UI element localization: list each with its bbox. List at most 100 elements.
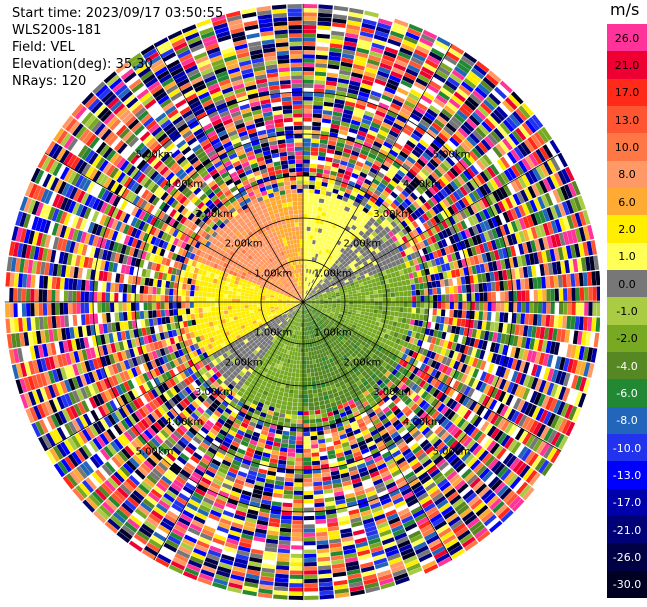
velocity-bin [379, 322, 384, 328]
velocity-bin [456, 372, 464, 382]
velocity-bin [296, 360, 300, 365]
velocity-bin [366, 62, 379, 70]
velocity-bin [287, 456, 295, 462]
velocity-bin [368, 444, 378, 452]
velocity-bin [326, 336, 330, 341]
velocity-bin [364, 581, 379, 590]
velocity-bin [256, 519, 269, 526]
velocity-bin [248, 443, 257, 450]
velocity-bin [466, 118, 478, 129]
velocity-bin [451, 548, 466, 560]
velocity-bin [394, 118, 405, 127]
velocity-bin [397, 87, 409, 96]
velocity-bin [408, 357, 416, 365]
velocity-bin [466, 293, 471, 302]
velocity-bin [300, 344, 303, 348]
velocity-bin [320, 275, 324, 280]
velocity-bin [418, 399, 427, 409]
velocity-bin [353, 344, 359, 350]
velocity-bin [390, 306, 396, 312]
velocity-bin [587, 271, 593, 286]
velocity-bin [560, 260, 566, 274]
velocity-bin [345, 188, 352, 195]
velocity-bin [293, 343, 297, 348]
velocity-bin [419, 283, 424, 290]
velocity-bin [387, 168, 397, 176]
velocity-bin [464, 99, 477, 111]
velocity-bin [511, 358, 518, 370]
velocity-bin [460, 141, 471, 153]
velocity-bin [481, 340, 488, 351]
velocity-bin [310, 288, 314, 293]
velocity-bin [332, 478, 342, 485]
velocity-bin [370, 121, 381, 129]
velocity-bin [350, 240, 356, 246]
velocity-bin [444, 420, 453, 431]
velocity-bin [270, 454, 279, 460]
velocity-bin [375, 74, 388, 83]
velocity-bin [409, 391, 418, 400]
velocity-bin [382, 90, 395, 99]
velocity-bin [368, 336, 374, 342]
velocity-bin [402, 75, 415, 85]
velocity-bin [400, 323, 406, 329]
velocity-bin [269, 517, 281, 524]
velocity-bin [456, 418, 466, 429]
velocity-bin [583, 362, 591, 377]
velocity-bin [444, 450, 455, 461]
velocity-bin [431, 281, 437, 288]
velocity-bin [328, 454, 337, 460]
velocity-bin [329, 546, 343, 553]
velocity-bin [327, 293, 332, 296]
velocity-bin [317, 366, 322, 372]
velocity-bin [529, 199, 538, 213]
velocity-bin [438, 527, 452, 538]
velocity-bin [436, 191, 446, 201]
velocity-bin [396, 252, 403, 259]
velocity-bin [449, 333, 455, 342]
velocity-bin [489, 178, 499, 190]
velocity-bin [361, 429, 370, 436]
velocity-bin [238, 541, 252, 549]
velocity-bin [510, 441, 522, 455]
velocity-bin [311, 298, 315, 300]
velocity-bin [265, 440, 274, 446]
velocity-bin [339, 258, 345, 264]
velocity-bin [433, 353, 440, 362]
velocity-bin [483, 231, 491, 242]
velocity-bin [400, 178, 410, 187]
velocity-bin [345, 357, 351, 363]
velocity-bin [360, 288, 365, 293]
velocity-bin [311, 311, 315, 315]
velocity-bin [274, 582, 289, 587]
velocity-bin [323, 395, 329, 401]
velocity-bin [345, 351, 351, 358]
velocity-bin [315, 58, 328, 64]
velocity-bin [307, 269, 310, 274]
velocity-bin [518, 324, 525, 336]
velocity-bin [304, 562, 317, 567]
velocity-bin [311, 380, 317, 386]
velocity-bin [345, 302, 349, 305]
velocity-bin [319, 304, 324, 307]
velocity-bin [306, 290, 308, 295]
velocity-bin [454, 201, 463, 211]
velocity-bin [360, 257, 367, 263]
velocity-bin [386, 288, 391, 293]
velocity-bin [398, 312, 403, 318]
velocity-bin [264, 551, 277, 557]
velocity-bin [339, 361, 345, 368]
velocity-bin [404, 397, 413, 406]
velocity-bin [520, 336, 527, 349]
velocity-bin [303, 4, 318, 9]
velocity-bin [320, 215, 326, 221]
velocity-bin [227, 534, 240, 542]
velocity-bin [314, 295, 319, 298]
velocity-bin [437, 222, 445, 231]
velocity-bin [490, 130, 502, 143]
velocity-bin [312, 346, 316, 351]
velocity-bin [431, 336, 437, 345]
velocity-bin [307, 377, 312, 382]
velocity-bin [305, 251, 308, 256]
velocity-bin [350, 204, 358, 211]
